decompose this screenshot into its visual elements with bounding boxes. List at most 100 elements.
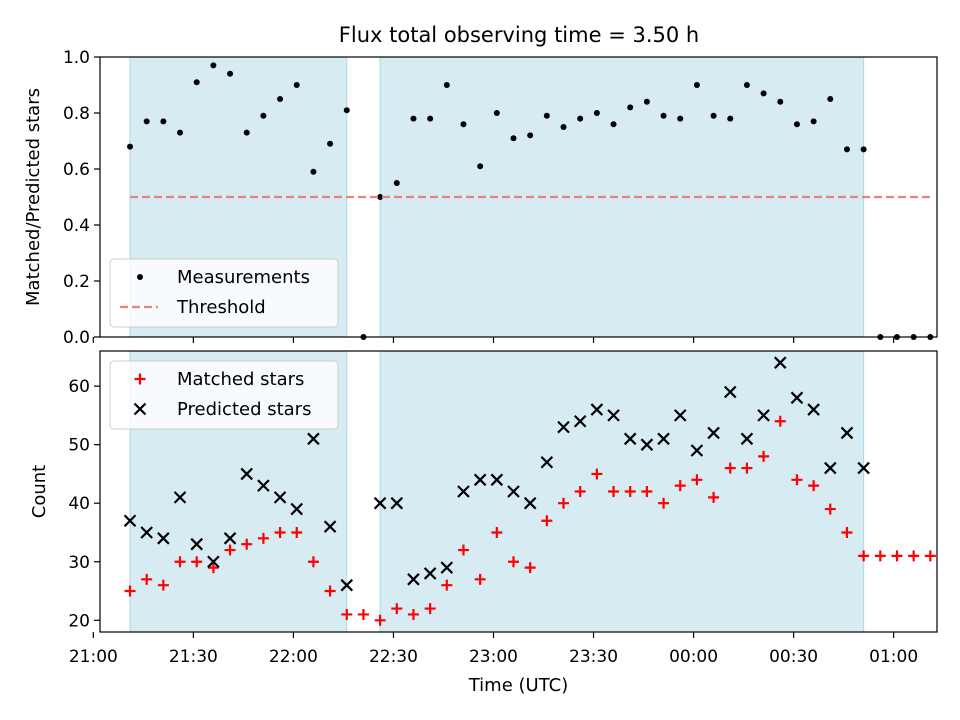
x-tick-label: 00:30	[769, 647, 818, 667]
measurement-point	[660, 112, 667, 119]
matched-star-point	[357, 608, 369, 620]
matched-star-point	[274, 526, 286, 538]
predicted-star-point	[673, 409, 687, 422]
matched-star-point	[457, 544, 469, 556]
measurement-point	[593, 110, 600, 116]
x-tick-label: 22:30	[369, 647, 418, 667]
predicted-star-point	[857, 461, 870, 475]
measurement-point	[127, 143, 134, 150]
matched-star-point	[691, 474, 703, 486]
predicted-star-point	[423, 567, 437, 580]
matched-star-point	[608, 486, 620, 497]
measurement-point	[293, 82, 300, 88]
plot-frame	[99, 56, 938, 338]
predicted-star-point	[790, 391, 804, 405]
measurement-point	[493, 110, 500, 116]
x-tick-label: 21:30	[169, 647, 218, 667]
predicted-star-point	[757, 409, 770, 422]
measurement-point	[810, 118, 817, 125]
matched-star-point	[741, 462, 753, 474]
x-tick-label: 00:00	[669, 647, 718, 667]
predicted-star-point	[440, 561, 454, 574]
legend-label: Predicted stars	[177, 399, 311, 420]
y-tick-label: 60	[68, 377, 90, 397]
y-axis-label: Count	[29, 465, 50, 518]
predicted-star-point	[140, 526, 153, 539]
predicted-star-point	[773, 356, 787, 369]
matched-star-point	[591, 468, 603, 480]
y-tick-label: 0.0	[63, 328, 90, 348]
measurement-point	[627, 104, 634, 111]
matched-star-point	[124, 585, 136, 597]
predicted-star-point	[323, 520, 337, 533]
matched-star-point	[874, 550, 886, 562]
matched-star-point	[758, 450, 770, 462]
matched-star-point	[641, 486, 653, 497]
matched-star-point	[841, 526, 853, 538]
matched-star-point	[291, 526, 303, 538]
matched-star-point	[724, 462, 736, 474]
matched-star-point	[774, 415, 786, 427]
matched-star-point	[324, 585, 336, 597]
matched-star-point	[374, 614, 386, 626]
predicted-star-point	[157, 532, 170, 545]
measurement-point	[693, 82, 700, 88]
matched-star-point	[824, 503, 836, 515]
measurement-point	[177, 129, 184, 136]
predicted-star-point	[373, 496, 387, 510]
measurement-point	[193, 79, 200, 86]
measurement-point	[727, 115, 734, 122]
x-tick-label: 23:30	[569, 647, 618, 667]
predicted-star-point	[523, 496, 537, 510]
predicted-star-point	[390, 496, 404, 510]
predicted-star-point	[473, 473, 487, 487]
matched-star-point	[708, 491, 720, 503]
predicted-star-point	[307, 432, 320, 446]
matched-star-point	[474, 573, 486, 585]
predicted-star-point	[573, 414, 587, 428]
measurement-point	[460, 121, 467, 128]
matched-star-point	[524, 562, 536, 574]
matched-star-point	[224, 544, 236, 556]
matched-star-point	[157, 579, 169, 591]
measurement-point	[327, 140, 334, 147]
predicted-star-point	[607, 409, 620, 422]
legend-predicted-swatch	[133, 402, 147, 416]
predicted-star-point	[640, 438, 654, 451]
measurement-point	[310, 168, 317, 175]
predicted-star-point	[707, 426, 720, 440]
matched-star-point	[574, 486, 586, 497]
measurement-point	[577, 115, 584, 122]
matched-star-point	[141, 573, 153, 585]
matched-star-point	[307, 556, 319, 568]
matched-star-point	[858, 550, 870, 562]
measurement-point	[760, 90, 767, 97]
predicted-star-point	[840, 426, 854, 440]
measurement-point	[677, 115, 684, 122]
predicted-star-point	[824, 461, 837, 475]
observing-window	[379, 350, 865, 633]
legend-box	[109, 258, 339, 328]
measurement-point	[643, 98, 650, 105]
measurement-point	[443, 82, 450, 88]
predicted-star-point	[507, 485, 520, 498]
predicted-star-point	[190, 537, 203, 551]
y-tick-label: 0.2	[63, 272, 90, 292]
matched-star-point	[441, 579, 453, 591]
predicted-star-point	[340, 578, 354, 592]
predicted-star-point	[290, 502, 304, 516]
matched-star-point	[541, 515, 553, 527]
measurement-point	[793, 121, 800, 128]
measurement-point	[377, 194, 384, 200]
y-tick-label: 1.0	[63, 48, 90, 68]
measurement-point	[343, 107, 350, 114]
matched-star-point	[891, 550, 903, 562]
predicted-star-point	[723, 385, 737, 399]
measurement-point	[510, 135, 517, 142]
y-tick-label: 30	[68, 553, 90, 573]
measurement-point	[160, 118, 167, 125]
predicted-star-point	[590, 403, 604, 416]
measurement-point	[427, 115, 434, 122]
predicted-star-point	[657, 432, 670, 446]
x-tick-label: 21:00	[69, 647, 118, 667]
